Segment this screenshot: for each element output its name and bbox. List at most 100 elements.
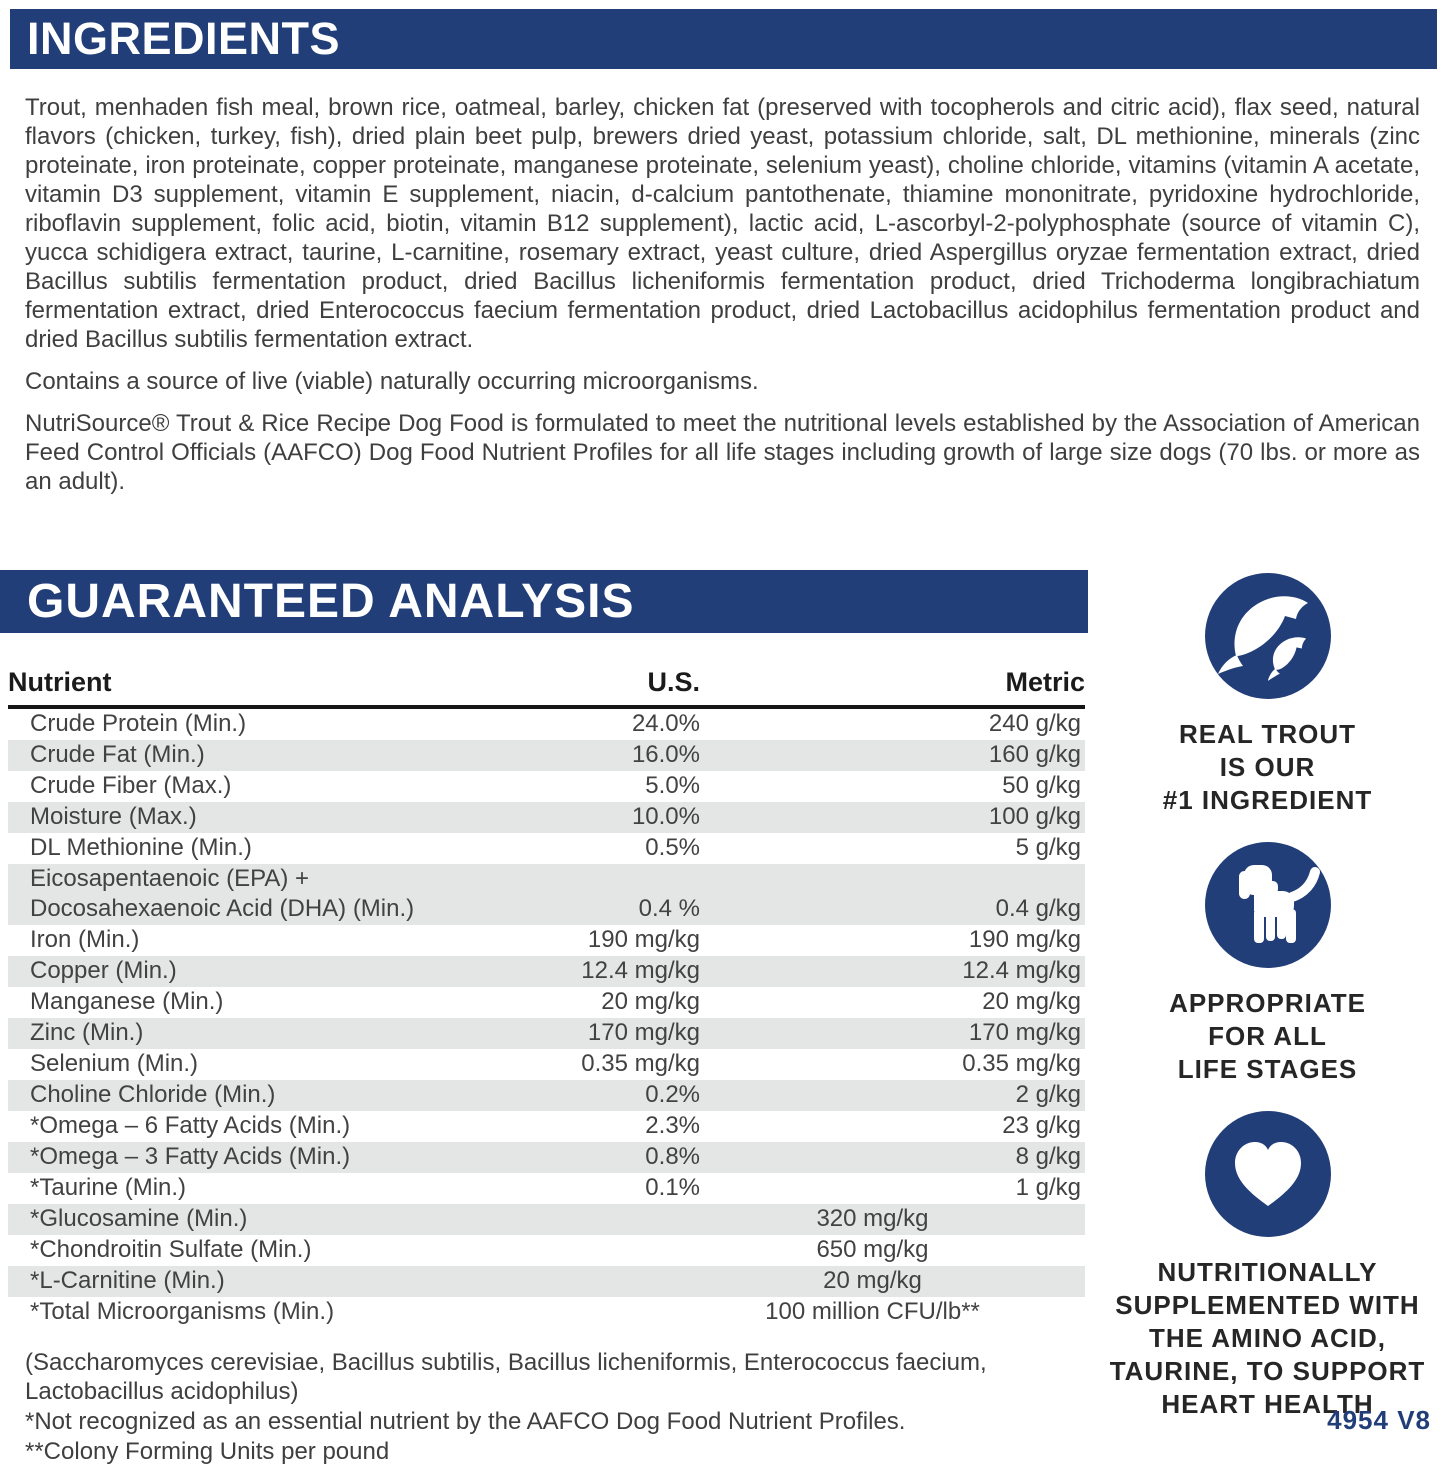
nutrient-cell: Crude Protein (Min.) (30, 710, 247, 737)
us-value-cell: 12.4 mg/kg (581, 957, 700, 984)
badge-column: REAL TROUT IS OUR #1 INGREDIENT APPROPRIA… (1090, 570, 1445, 1466)
footnote: (Saccharomyces cerevisiae, Bacillus subt… (25, 1349, 987, 1405)
badge-caption: REAL TROUT IS OUR #1 INGREDIENT (1162, 719, 1373, 815)
us-value-cell: 170 mg/kg (587, 1019, 700, 1046)
column-header-us: U.S. (460, 667, 700, 709)
analysis-row: Copper (Min.) 12.4 mg/kg 12.4 mg/kg (8, 956, 1085, 987)
us-value-cell: 24.0% (631, 710, 700, 737)
analysis-row: Eicosapentaenoic (EPA) + Docosahexaenoic… (8, 864, 1085, 925)
nutrient-cell: Iron (Min.) (30, 926, 140, 953)
ingredients-list-text: Trout, menhaden fish meal, brown rice, o… (25, 94, 1420, 353)
product-label-page: INGREDIENTS Trout, menhaden fish meal, b… (0, 9, 1445, 1466)
analysis-row: Selenium (Min.) 0.35 mg/kg 0.35 mg/kg (8, 1049, 1085, 1080)
us-value-cell: 5.0% (645, 772, 700, 799)
main-columns: GUARANTEED ANALYSIS Nutrient U.S. Metric… (0, 570, 1445, 1466)
combined-value-cell: 100 million CFU/lb** (765, 1298, 980, 1325)
footnote: **Colony Forming Units per pound (25, 1438, 390, 1465)
ingredients-title: INGREDIENTS (27, 13, 341, 64)
nutrient-cell: *Taurine (Min.) (30, 1174, 187, 1201)
microorganisms-note: Contains a source of live (viable) natur… (25, 368, 759, 395)
analysis-column: GUARANTEED ANALYSIS Nutrient U.S. Metric… (0, 570, 1090, 1466)
nutrient-cell: Eicosapentaenoic (EPA) + Docosahexaenoic… (30, 865, 415, 922)
analysis-row: Moisture (Max.) 10.0% 100 g/kg (8, 802, 1085, 833)
analysis-row: *Taurine (Min.) 0.1% 1 g/kg (8, 1173, 1085, 1204)
metric-value-cell: 50 g/kg (1002, 772, 1081, 799)
badge: NUTRITIONALLY SUPPLEMENTED WITH THE AMIN… (1110, 1108, 1426, 1421)
ingredients-banner: INGREDIENTS (10, 9, 1437, 69)
guaranteed-analysis-table: Nutrient U.S. Metric Crude Protein (Min.… (8, 667, 1085, 1328)
metric-value-cell: 1 g/kg (1015, 1174, 1081, 1201)
analysis-row: Crude Fat (Min.) 16.0% 160 g/kg (8, 740, 1085, 771)
table-header-row: Nutrient U.S. Metric (8, 667, 1085, 709)
metric-value-cell: 23 g/kg (1002, 1112, 1081, 1139)
metric-value-cell: 240 g/kg (988, 710, 1081, 737)
metric-value-cell: 160 g/kg (988, 741, 1081, 768)
us-value-cell: 16.0% (631, 741, 700, 768)
us-value-cell: 0.8% (645, 1143, 700, 1170)
column-header-metric: Metric (700, 667, 1085, 709)
metric-value-cell: 2 g/kg (1015, 1081, 1081, 1108)
analysis-row: *Omega – 3 Fatty Acids (Min.) 0.8% 8 g/kg (8, 1142, 1085, 1173)
metric-value-cell: 20 mg/kg (982, 988, 1081, 1015)
badge-caption: APPROPRIATE FOR ALL LIFE STAGES (1169, 988, 1366, 1084)
analysis-row: *Glucosamine (Min.) 320 mg/kg (8, 1204, 1085, 1235)
nutrient-cell: *Total Microorganisms (Min.) (30, 1298, 335, 1325)
analysis-row: Choline Chloride (Min.) 0.2% 2 g/kg (8, 1080, 1085, 1111)
nutrient-cell: Selenium (Min.) (30, 1050, 199, 1077)
analysis-row: *L-Carnitine (Min.) 20 mg/kg (8, 1266, 1085, 1297)
nutrient-cell: *L-Carnitine (Min.) (30, 1267, 225, 1294)
nutrient-cell: *Glucosamine (Min.) (30, 1205, 248, 1232)
us-value-cell: 2.3% (645, 1112, 700, 1139)
nutrient-cell: DL Methionine (Min.) (30, 834, 252, 861)
metric-value-cell: 0.35 mg/kg (962, 1050, 1081, 1077)
combined-value-cell: 320 mg/kg (816, 1205, 929, 1232)
metric-value-cell: 0.4 g/kg (995, 895, 1081, 922)
analysis-row: Crude Fiber (Max.) 5.0% 50 g/kg (8, 771, 1085, 802)
metric-value-cell: 190 mg/kg (968, 926, 1081, 953)
analysis-row: Zinc (Min.) 170 mg/kg 170 mg/kg (8, 1018, 1085, 1049)
nutrient-cell: Copper (Min.) (30, 957, 177, 984)
analysis-row: Iron (Min.) 190 mg/kg 190 mg/kg (8, 925, 1085, 956)
metric-value-cell: 170 mg/kg (968, 1019, 1081, 1046)
analysis-row: *Total Microorganisms (Min.) 100 million … (8, 1297, 1085, 1328)
nutrient-cell: Crude Fiber (Max.) (30, 772, 232, 799)
analysis-row: Crude Protein (Min.) 24.0% 240 g/kg (8, 707, 1085, 740)
us-value-cell: 0.1% (645, 1174, 700, 1201)
dog-icon (1202, 839, 1334, 971)
combined-value-cell: 20 mg/kg (823, 1267, 922, 1294)
trout-icon (1202, 570, 1334, 702)
us-value-cell: 190 mg/kg (587, 926, 700, 953)
metric-value-cell: 5 g/kg (1015, 834, 1081, 861)
badge-caption: NUTRITIONALLY SUPPLEMENTED WITH THE AMIN… (1109, 1257, 1426, 1419)
us-value-cell: 10.0% (631, 803, 700, 830)
footnote: *Not recognized as an essential nutrient… (25, 1408, 906, 1435)
guaranteed-analysis-banner: GUARANTEED ANALYSIS (0, 570, 1088, 633)
analysis-row: *Omega – 6 Fatty Acids (Min.) 2.3% 23 g/kg (8, 1111, 1085, 1142)
us-value-cell: 0.4 % (638, 895, 700, 922)
ingredients-section: Trout, menhaden fish meal, brown rice, o… (25, 93, 1420, 496)
analysis-row: DL Methionine (Min.) 0.5% 5 g/kg (8, 833, 1085, 864)
heart-icon (1202, 1108, 1334, 1240)
us-value-cell: 0.5% (645, 834, 700, 861)
us-value-cell: 0.35 mg/kg (581, 1050, 700, 1077)
nutrient-cell: Choline Chloride (Min.) (30, 1081, 276, 1108)
analysis-row: *Chondroitin Sulfate (Min.) 650 mg/kg (8, 1235, 1085, 1266)
metric-value-cell: 100 g/kg (988, 803, 1081, 830)
nutrient-cell: *Chondroitin Sulfate (Min.) (30, 1236, 312, 1263)
nutrient-cell: *Omega – 3 Fatty Acids (Min.) (30, 1143, 351, 1170)
us-value-cell: 0.2% (645, 1081, 700, 1108)
metric-value-cell: 12.4 mg/kg (962, 957, 1081, 984)
nutrient-cell: Manganese (Min.) (30, 988, 224, 1015)
metric-value-cell: 8 g/kg (1015, 1143, 1081, 1170)
footnotes: (Saccharomyces cerevisiae, Bacillus subt… (25, 1348, 1070, 1466)
analysis-row: Manganese (Min.) 20 mg/kg 20 mg/kg (8, 987, 1085, 1018)
badge: APPROPRIATE FOR ALL LIFE STAGES (1169, 839, 1366, 1086)
nutrient-cell: Crude Fat (Min.) (30, 741, 205, 768)
nutrient-cell: Moisture (Max.) (30, 803, 197, 830)
aafco-statement: NutriSource® Trout & Rice Recipe Dog Foo… (25, 410, 1420, 495)
badge: REAL TROUT IS OUR #1 INGREDIENT (1163, 570, 1373, 817)
nutrient-cell: Zinc (Min.) (30, 1019, 144, 1046)
product-code: 4954 V8 (1327, 1405, 1431, 1435)
nutrient-cell: *Omega – 6 Fatty Acids (Min.) (30, 1112, 351, 1139)
guaranteed-analysis-title: GUARANTEED ANALYSIS (27, 575, 635, 628)
